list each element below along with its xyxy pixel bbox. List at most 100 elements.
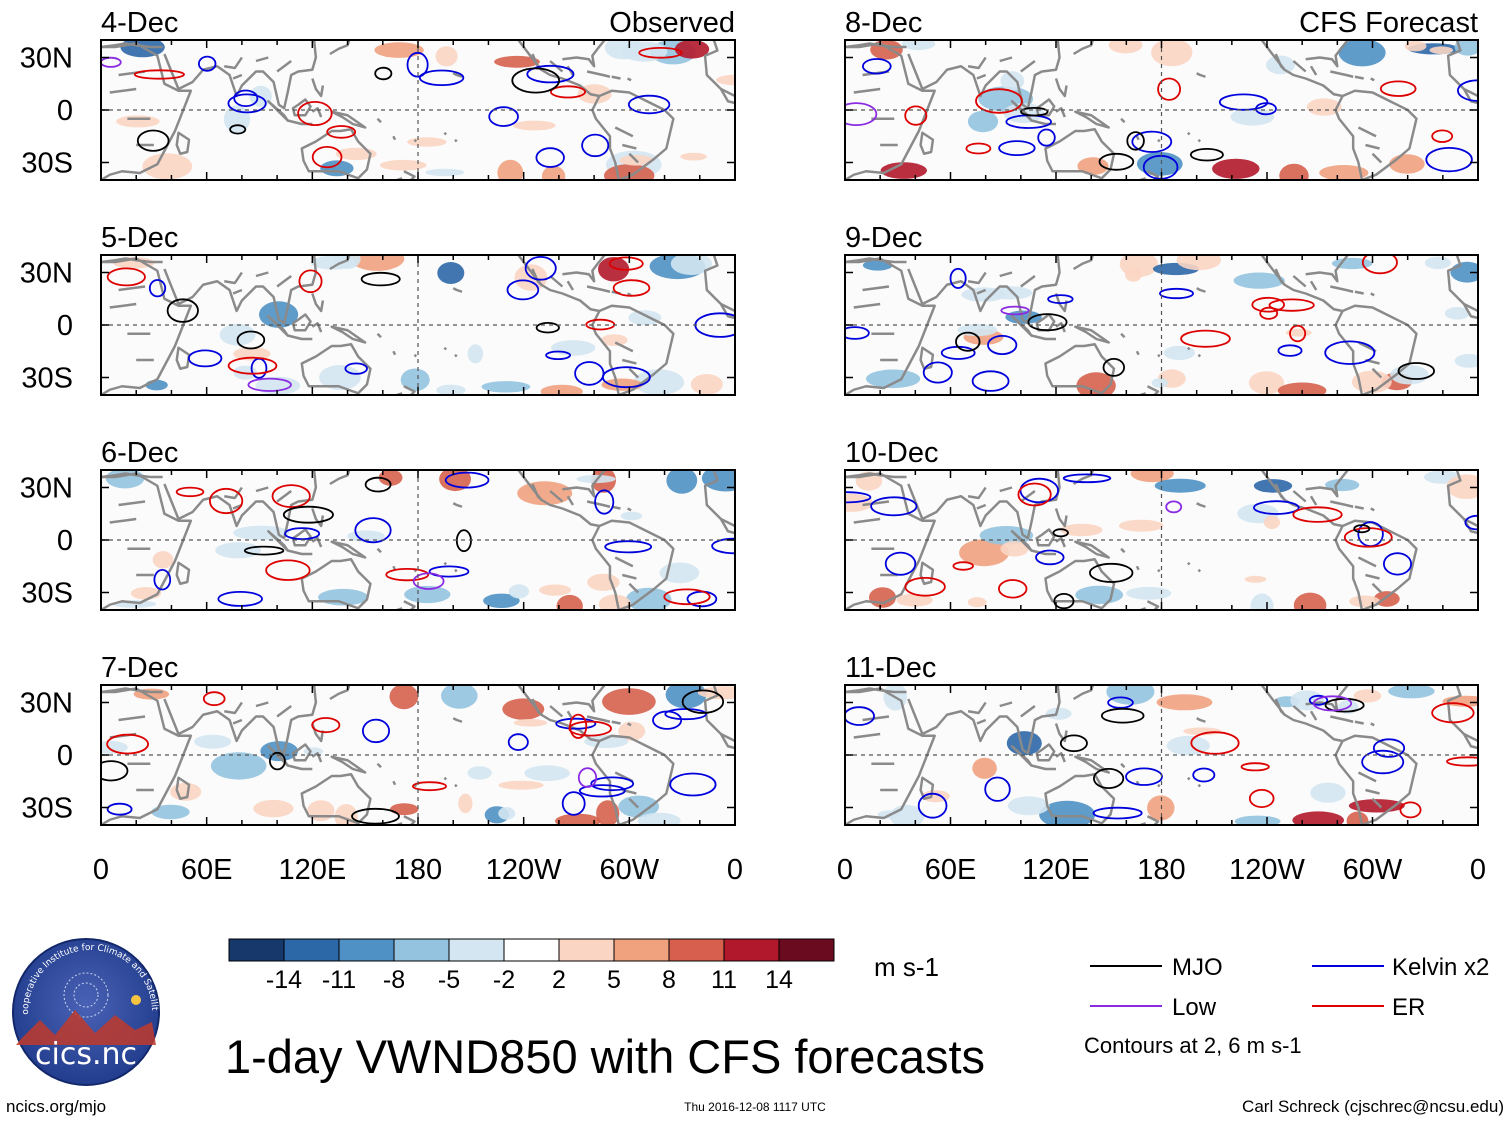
- colorbar-tick-label: 2: [552, 966, 566, 994]
- observed-header: Observed: [609, 7, 735, 39]
- anomaly-shading: [441, 685, 478, 709]
- y-tick-label: 30N: [20, 258, 73, 290]
- anomaly-shading: [1230, 108, 1275, 126]
- x-tick-label: 60E: [925, 854, 977, 886]
- contour-low: [845, 102, 878, 126]
- contour-mjo: [166, 298, 199, 323]
- contour-er: [298, 269, 323, 294]
- anomaly-shading: [194, 734, 232, 749]
- anomaly-shading: [379, 159, 427, 171]
- contour-er: [1289, 324, 1307, 343]
- contour-kelvin-x2: [922, 361, 953, 384]
- colorbar-swatch: [228, 938, 285, 962]
- contour-er: [311, 146, 343, 169]
- anomaly-shading: [601, 334, 628, 346]
- contour-er: [1240, 762, 1270, 772]
- anomaly-shading: [621, 41, 668, 62]
- contour-kelvin-x2: [987, 334, 1018, 355]
- contour-mjo: [1100, 707, 1145, 724]
- contour-er: [550, 85, 587, 99]
- contour-kelvin-x2: [506, 279, 540, 301]
- y-tick-label: 0: [57, 740, 73, 772]
- contour-mjo: [511, 67, 560, 94]
- footer-author: Carl Schreck (cjschrec@ncsu.edu): [1242, 1097, 1504, 1116]
- contour-er: [1343, 527, 1393, 548]
- contour-er: [326, 125, 357, 139]
- colorbar-tick-label: -14: [266, 966, 302, 994]
- anomaly-shading: [598, 594, 631, 610]
- contour-er: [227, 356, 278, 375]
- contour-mjo: [282, 505, 334, 524]
- logo-swirl: [63, 972, 109, 1018]
- y-tick-label: 30S: [21, 793, 73, 825]
- anomaly-shading: [1319, 165, 1369, 180]
- contour-low: [1165, 500, 1183, 514]
- anomaly-shading: [1234, 815, 1281, 825]
- panel-plot-area: [101, 40, 735, 180]
- anomaly-shading: [307, 800, 335, 822]
- anomaly-shading: [116, 115, 160, 128]
- anomaly-shading: [972, 757, 997, 779]
- contour-er: [1180, 329, 1231, 348]
- contour-kelvin-x2: [1037, 128, 1056, 147]
- anomaly-shading: [1338, 40, 1386, 67]
- x-tick-label: 120W: [486, 854, 562, 886]
- anomaly-shading: [637, 812, 681, 825]
- anomaly-shading: [901, 40, 936, 51]
- contour-kelvin-x2: [561, 791, 586, 816]
- panel-10-dec: 10-Dec: [844, 437, 1479, 611]
- contour-mjo: [1053, 592, 1075, 610]
- logo-name: cics.nc: [35, 1037, 137, 1072]
- anomaly-shading: [101, 740, 128, 754]
- contour-kelvin-x2: [917, 792, 948, 819]
- anomaly-shading: [1045, 707, 1072, 720]
- panels-layer: 30N 0 30S 4-Dec Observed 30N 0 30S 5-Dec 30N 0 30S 6…: [20, 7, 1486, 886]
- contour-kelvin-x2: [1255, 102, 1277, 116]
- colorbar-swatch: [393, 938, 450, 962]
- contour-kelvin-x2: [106, 802, 133, 816]
- anomaly-shading: [551, 340, 596, 356]
- contour-kelvin-x2: [488, 106, 519, 127]
- colorbar-tick-label: -2: [493, 966, 515, 994]
- contour-er: [133, 69, 185, 80]
- anomaly-shading: [219, 323, 256, 346]
- anomaly-shading: [1389, 154, 1425, 174]
- contour-kelvin-x2: [1062, 473, 1112, 484]
- contour-er: [1446, 756, 1478, 767]
- contour-mjo: [1189, 147, 1224, 162]
- contour-kelvin-x2: [187, 349, 223, 368]
- anomaly-shading: [1108, 40, 1143, 54]
- contour-mjo: [1093, 768, 1125, 790]
- panel-9-dec: 9-Dec: [844, 222, 1479, 396]
- contour-mjo: [1126, 131, 1145, 151]
- panel-8-dec: 8-Dec CFS Forecast: [844, 7, 1479, 181]
- panel-11-dec: 11-Dec 0 60E 120E 180 120W 60W 0: [837, 652, 1486, 886]
- contour-kelvin-x2: [998, 140, 1036, 157]
- anomaly-shading: [1212, 158, 1260, 179]
- x-tick-label: 180: [1137, 854, 1185, 886]
- anomaly-shading: [957, 323, 998, 337]
- contour-mjo: [243, 545, 285, 556]
- contour-kelvin-x2: [971, 370, 1010, 392]
- contour-mjo: [1098, 152, 1135, 171]
- contour-er: [175, 486, 205, 498]
- panel-date-label: 9-Dec: [845, 222, 922, 254]
- anomaly-shading: [151, 804, 190, 820]
- anomaly-shading: [1039, 800, 1096, 825]
- contour-er: [385, 567, 430, 582]
- contour-kelvin-x2: [1383, 552, 1413, 576]
- anomaly-shading: [1388, 685, 1435, 699]
- contour-mjo: [1027, 313, 1068, 332]
- anomaly-shading: [1293, 592, 1327, 610]
- contour-er: [1251, 296, 1285, 313]
- panel-6-dec: 30N 0 30S 6-Dec: [20, 437, 736, 611]
- legend-label-kelvin: Kelvin x2: [1392, 954, 1489, 981]
- contour-kelvin-x2: [418, 69, 465, 87]
- contour-low: [1312, 695, 1353, 712]
- anomaly-shading: [539, 584, 572, 596]
- anomaly-shading: [513, 719, 548, 727]
- x-tick-label: 60W: [600, 854, 660, 886]
- footer-timestamp: Thu 2016-12-08 1117 UTC: [684, 1100, 826, 1114]
- anomaly-shading: [1292, 811, 1344, 825]
